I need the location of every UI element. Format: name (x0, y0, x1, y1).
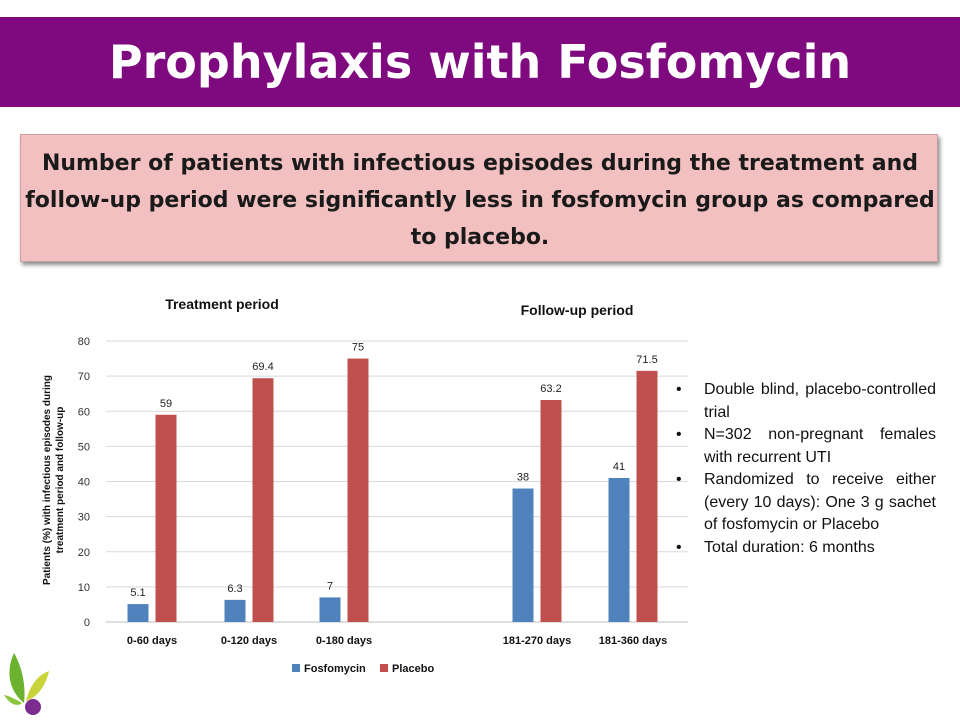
group-title-treatment: Treatment period (165, 296, 279, 312)
data-label: 63.2 (540, 383, 561, 395)
y-tick-label: 40 (78, 477, 90, 489)
bar-placebo (155, 414, 177, 622)
y-tick-label: 80 (78, 336, 90, 348)
bar-placebo (540, 400, 562, 622)
callout-box: Number of patients with infectious episo… (20, 134, 938, 262)
y-tick-label: 30 (78, 512, 90, 524)
x-tick-label: 0-180 days (316, 635, 372, 647)
title-bar: Prophylaxis with Fosfomycin (0, 17, 960, 107)
slide-title: Prophylaxis with Fosfomycin (108, 35, 852, 89)
x-tick-label: 181-360 days (599, 635, 668, 647)
y-tick-label: 0 (84, 617, 90, 629)
data-label: 38 (517, 472, 529, 484)
legend-label: Fosfomycin (304, 663, 366, 675)
y-axis-label: Patients (%) with infectious episodes du… (42, 375, 53, 585)
bar-fosfomycin (512, 488, 534, 622)
y-axis-label: treatment period and follow-up (55, 407, 66, 554)
y-tick-label: 60 (78, 406, 90, 418)
bar-fosfomycin (224, 599, 246, 622)
data-label: 59 (160, 398, 172, 410)
bullet-item: N=302 non-pregnant females with recurren… (676, 424, 936, 469)
legend-swatch (292, 664, 300, 672)
bar-placebo (636, 370, 658, 622)
data-label: 7 (327, 580, 333, 592)
data-label: 41 (613, 461, 625, 473)
x-tick-label: 0-60 days (127, 635, 177, 647)
data-label: 6.3 (227, 583, 242, 595)
data-label: 75 (352, 342, 364, 354)
group-title-followup: Follow-up period (521, 302, 634, 318)
leaf-logo-icon (4, 653, 49, 715)
bar-fosfomycin (127, 604, 149, 622)
bar-fosfomycin (319, 597, 341, 622)
bullet-item: Randomized to receive either (every 10 d… (676, 469, 936, 537)
y-tick-label: 70 (78, 371, 90, 383)
data-label: 5.1 (130, 587, 145, 599)
bar-placebo (347, 358, 369, 622)
y-tick-label: 50 (78, 441, 90, 453)
bar-chart: 0 10 20 30 40 50 60 70 80 Patients (%) with infec… (42, 296, 688, 675)
y-tick-label: 10 (78, 582, 90, 594)
data-label: 69.4 (252, 361, 273, 373)
bullet-item: Total duration: 6 months (676, 537, 936, 560)
legend-swatch (380, 664, 388, 672)
data-label: 71.5 (636, 354, 657, 366)
bar-fosfomycin (608, 477, 630, 622)
bullet-item: Double blind, placebo-controlled trial (676, 379, 936, 424)
y-tick-label: 20 (78, 547, 90, 559)
bar-placebo (252, 378, 274, 622)
x-tick-label: 181-270 days (503, 635, 572, 647)
callout-text: Number of patients with infectious episo… (25, 151, 935, 250)
legend-label: Placebo (392, 663, 434, 675)
bullet-list: Double blind, placebo-controlled trial N… (676, 379, 936, 559)
x-tick-label: 0-120 days (221, 635, 277, 647)
